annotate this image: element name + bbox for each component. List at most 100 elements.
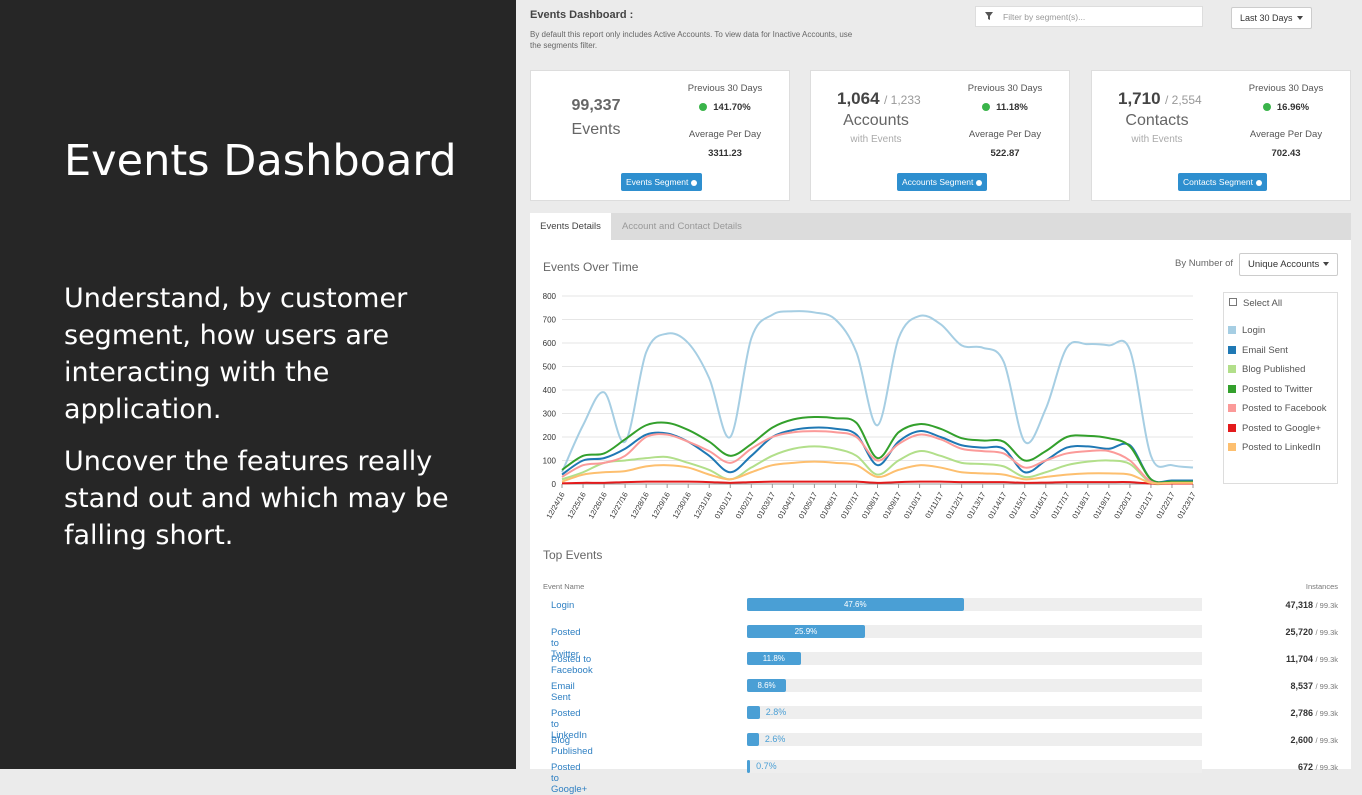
avg-value: 3311.23 [708, 148, 742, 159]
x-tick-label: 01/15/17 [1007, 491, 1029, 521]
y-tick-label: 800 [543, 292, 557, 301]
bar [747, 733, 759, 746]
legend: Select All Login Email Sent Blog Published… [1223, 292, 1338, 484]
change-value: 16.96% [1276, 102, 1310, 113]
legend-swatch [1228, 326, 1236, 334]
filter-icon [985, 12, 993, 20]
legend-label: Login [1242, 325, 1266, 336]
card-value: 99,337 [571, 97, 621, 114]
legend-select-all[interactable]: Select All [1229, 298, 1282, 309]
legend-swatch [1228, 345, 1236, 354]
segment-filter[interactable]: Filter by segment(s)... [975, 6, 1203, 27]
legend-swatch [1228, 384, 1236, 393]
x-tick-label: 01/14/17 [986, 491, 1008, 521]
card-total: / 2,554 [1165, 93, 1202, 107]
filter-placeholder: Filter by segment(s)... [1003, 12, 1086, 22]
instances-total: / 99.3k [1315, 763, 1338, 772]
x-tick-label: 01/06/17 [818, 491, 840, 521]
button-label: Accounts Segment [902, 177, 974, 187]
x-tick-label: 12/25/16 [565, 491, 587, 521]
prev-label: Previous 30 Days [687, 83, 763, 94]
legend-label: Email Sent [1242, 344, 1288, 356]
line-chart: 0 100 200 300 400 500 600 700 800 12/24/1612/25/1… [543, 292, 1198, 521]
change: 141.70% [660, 102, 790, 113]
instances-total: / 99.3k [1315, 655, 1338, 664]
instances-total: / 99.3k [1315, 628, 1338, 637]
avg-label: Average Per Day [968, 129, 1042, 140]
x-tick-label: 12/27/16 [607, 491, 629, 521]
legend-item[interactable]: Email Sent [1228, 345, 1288, 356]
x-tick-label: 01/23/17 [1175, 491, 1197, 521]
bar-track [747, 760, 1202, 773]
segment-button[interactable]: Contacts Segment [1178, 173, 1267, 191]
stat-card: 1,710 / 2,554 Contacts with Events Previ… [1091, 70, 1351, 201]
legend-label: Blog Published [1242, 364, 1306, 375]
metric-dropdown[interactable]: Unique Accounts [1239, 253, 1339, 276]
instances: 672 / 99.3k [1218, 762, 1338, 772]
metric-label: By Number of [1175, 258, 1234, 269]
card-sublabel: with Events [1131, 134, 1183, 145]
instances: 47,318 / 99.3k [1218, 600, 1338, 610]
bar [747, 652, 801, 665]
bar-track [747, 679, 1202, 692]
event-name[interactable]: Posted to Twitter [551, 627, 581, 660]
change: 11.18% [940, 102, 1070, 113]
column-header: Instances [1305, 582, 1338, 591]
checkbox [1229, 298, 1237, 306]
date-range-button[interactable]: Last 30 Days [1231, 7, 1312, 29]
legend-item[interactable]: Posted to Twitter [1228, 384, 1313, 395]
x-tick-label: 12/29/16 [650, 491, 672, 521]
bar-track [747, 706, 1202, 719]
bar-label: 2.8% [765, 707, 787, 717]
stat-card: 99,337 Events Previous 30 Days 141.70% A… [530, 70, 790, 201]
legend-label: Posted to Facebook [1242, 403, 1327, 414]
y-tick-label: 100 [543, 457, 557, 466]
legend-label: Posted to Google+ [1242, 422, 1321, 434]
tab[interactable]: Account and Contact Details [622, 221, 742, 232]
instances: 25,720 / 99.3k [1218, 627, 1338, 637]
x-tick-label: 01/08/17 [860, 491, 882, 521]
card-sublabel: with Events [850, 134, 902, 145]
x-tick-label: 01/13/17 [965, 491, 987, 521]
prev-label: Previous 30 Days [967, 83, 1043, 94]
segment-button[interactable]: Accounts Segment [897, 173, 988, 191]
legend-item[interactable]: Posted to Google+ [1228, 423, 1321, 434]
event-name[interactable]: Posted to Google+ [551, 762, 588, 795]
series-line [561, 445, 1193, 486]
x-tick-label: 01/10/17 [902, 491, 924, 521]
avg-value: 522.87 [990, 148, 1020, 159]
event-name[interactable]: Posted to Facebook [551, 654, 593, 676]
segment-button[interactable]: Events Segment [621, 173, 703, 191]
change-value: 11.18% [996, 102, 1028, 113]
x-tick-label: 01/18/17 [1070, 491, 1092, 521]
bar-label: 25.9% [794, 627, 818, 636]
bar-track [747, 733, 1202, 746]
x-tick-label: 12/31/16 [692, 491, 714, 521]
slide-paragraph: Understand, by customer segment, how use… [64, 283, 408, 425]
legend-item[interactable]: Posted to LinkedIn [1228, 442, 1321, 453]
x-tick-label: 01/05/17 [797, 491, 819, 521]
bar [747, 679, 787, 692]
instances-total: / 99.3k [1315, 736, 1338, 745]
event-name[interactable]: Email Sent [551, 681, 575, 703]
x-tick-label: 01/20/17 [1112, 491, 1134, 521]
legend-item[interactable]: Posted to Facebook [1228, 403, 1327, 414]
legend-swatch [1228, 404, 1236, 412]
event-name[interactable]: Blog Published [551, 735, 593, 757]
dashboard-note: By default this report only includes Act… [530, 30, 853, 50]
x-tick-label: 01/09/17 [881, 491, 903, 521]
instances-total: / 99.3k [1315, 682, 1338, 691]
instances: 8,537 / 99.3k [1218, 681, 1338, 691]
bar-label: 8.6% [757, 681, 776, 690]
series-line [561, 310, 1194, 473]
instances-value: 8,537 [1290, 681, 1313, 691]
change-value: 141.70% [713, 102, 751, 113]
event-name[interactable]: Posted to LinkedIn [551, 708, 587, 741]
x-tick-label: 01/12/17 [944, 491, 966, 521]
x-tick-label: 12/28/16 [628, 491, 650, 521]
tab-active[interactable]: Events Details [530, 213, 611, 240]
legend-item[interactable]: Login [1228, 325, 1265, 336]
legend-item[interactable]: Blog Published [1228, 364, 1305, 375]
event-name[interactable]: Login [551, 600, 575, 611]
series-line [561, 480, 1193, 485]
